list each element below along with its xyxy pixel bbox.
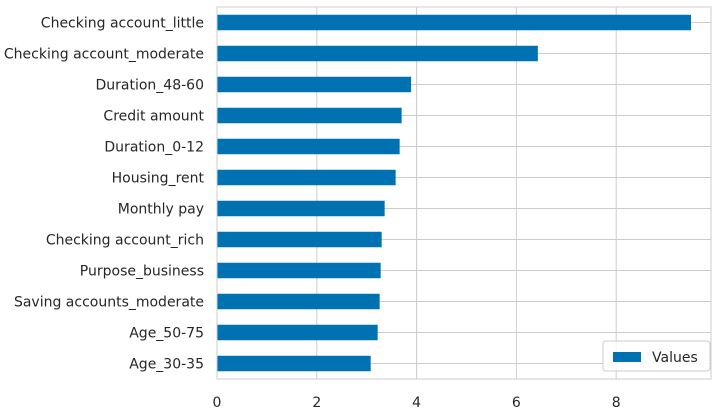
y-tick-label: Credit amount <box>103 109 204 125</box>
bar <box>217 355 371 372</box>
y-tick-label: Duration_0-12 <box>104 140 204 156</box>
y-tick-labels: Checking account_little Checking account_… <box>4 16 205 373</box>
bars <box>217 14 692 372</box>
y-tick-label: Purpose_business <box>80 264 204 280</box>
bar <box>217 324 378 341</box>
bar <box>217 14 692 31</box>
bar <box>217 76 412 93</box>
y-tick-label: Monthly pay <box>118 202 204 218</box>
legend: Values <box>602 340 711 372</box>
bar <box>217 45 538 62</box>
legend-box <box>602 340 711 372</box>
x-tick-label: 8 <box>612 395 621 411</box>
x-tick-label: 0 <box>213 395 222 411</box>
x-tick-label: 4 <box>412 395 421 411</box>
plot-area-frame <box>216 6 712 380</box>
plot-area-background <box>217 7 711 379</box>
legend-swatch <box>613 352 641 362</box>
x-tick-label: 6 <box>512 395 521 411</box>
bar <box>217 231 382 248</box>
x-tick-label: 2 <box>312 395 321 411</box>
bar <box>217 107 402 124</box>
bar <box>217 293 380 310</box>
legend-label: Values <box>652 350 698 366</box>
y-tick-label: Checking account_little <box>41 16 204 32</box>
y-tick-label: Saving accounts_moderate <box>14 295 204 311</box>
y-tick-label: Duration_48-60 <box>96 78 205 94</box>
y-tick-label: Checking account_rich <box>46 233 204 249</box>
y-tick-label: Age_50-75 <box>129 326 204 342</box>
bar <box>217 262 381 279</box>
bar <box>217 200 385 217</box>
y-tick-label: Checking account_moderate <box>4 47 204 63</box>
bar <box>217 169 396 186</box>
x-tick-labels: 0 2 4 6 8 <box>213 395 621 411</box>
y-tick-label: Housing_rent <box>112 171 205 187</box>
y-tick-label: Age_30-35 <box>129 357 204 373</box>
bar <box>217 138 400 155</box>
